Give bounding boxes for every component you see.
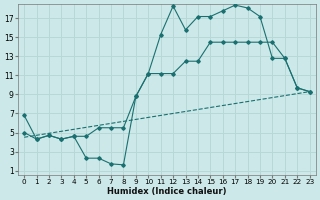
X-axis label: Humidex (Indice chaleur): Humidex (Indice chaleur) xyxy=(107,187,227,196)
